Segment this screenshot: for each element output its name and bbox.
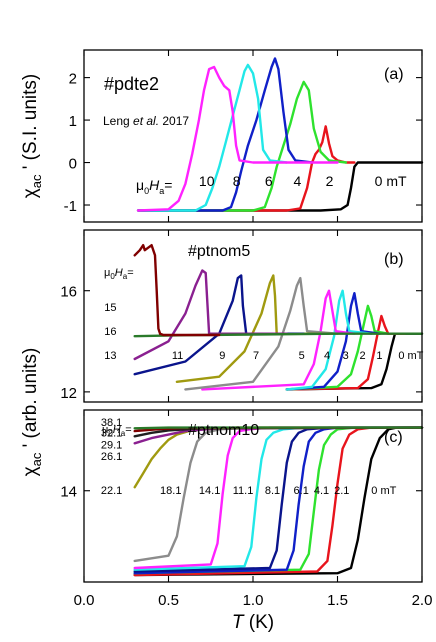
series-c-3: [133, 426, 424, 575]
series-c-4: [133, 426, 424, 573]
series-b-3: [285, 292, 381, 391]
series-c-5: [133, 426, 424, 571]
field-label-c-2: 29.1: [101, 440, 122, 452]
series-b-4: [285, 289, 373, 391]
field-label-c-10: 4.1: [314, 485, 329, 497]
field-label-b-8: 3: [343, 350, 349, 362]
panel-c-xticks: 0.0 0.5 1.0 1.5 2.0: [74, 410, 433, 609]
sample-label-b: #ptnom5: [188, 243, 250, 260]
series-a-3: [136, 57, 314, 212]
field-label-b-9: 2: [359, 350, 365, 362]
series-a-1: [136, 125, 356, 212]
field-label-b-2: 13: [104, 350, 116, 362]
panel-b: 12 16 #ptnom5 (b) μ0Ha= 15 16 13 11 9 7 5 4 3 2 1 0 …: [60, 229, 424, 403]
field-prefix-c: μ0Ha=: [102, 424, 132, 438]
panel-c: 14 0.0 0.5 1.0 1.5 2.0 #ptnom10 (c) μ0Ha= 38…: [20, 348, 432, 633]
sample-label-a: #pdte2: [104, 74, 159, 94]
field-label-c-7: 11.1: [233, 485, 254, 497]
xtick-label-3: 1.5: [327, 592, 348, 609]
field-label-b-7: 4: [324, 350, 330, 362]
panel-c-yticks: 14: [60, 484, 422, 501]
curves-a: [136, 57, 424, 212]
field-label-c-11: 2.1: [334, 485, 349, 497]
field-label-b-0: 15: [104, 302, 116, 314]
field-label-c-3: 26.1: [101, 451, 122, 463]
field-label-c-1: 32.1: [101, 427, 122, 439]
series-a-5: [136, 65, 339, 212]
field-label-b-10: 1: [376, 350, 382, 362]
field-label-b-3: 11: [172, 350, 183, 362]
ytick-label-c-0: 14: [60, 484, 77, 501]
ylabel-bc: χac ' (arb. units): [20, 348, 44, 477]
citation-label: Leng et al. 2017: [103, 114, 189, 128]
field-label-c-6: 14.1: [199, 485, 220, 497]
field-label-b-4: 9: [219, 350, 225, 362]
field-prefix-a: μ0Ha=: [136, 177, 172, 196]
panel-a-xticks: [83, 50, 423, 222]
panel-a-yticks: -1 0 1 2: [64, 71, 422, 215]
field-label-c-9: 6.1: [294, 485, 309, 497]
ytick-label-a-1: 0: [69, 156, 77, 173]
series-c-8: [133, 426, 424, 489]
field-label-a-3: 4: [294, 173, 302, 189]
field-label-c-5: 18.1: [160, 485, 181, 497]
sample-label-c: #ptnom10: [188, 422, 259, 439]
ytick-label-a-3: 2: [69, 71, 77, 88]
field-label-b-6: 5: [299, 350, 305, 362]
series-b-9: [133, 269, 288, 361]
panel-label-a: (a): [384, 66, 404, 83]
field-label-c-8: 8.1: [265, 485, 280, 497]
field-labels-b: 15 16 13 11 9 7 5 4 3 2 1 0 mT: [104, 302, 423, 362]
field-label-b-11: 0 mT: [398, 350, 423, 362]
ylabel-a: χac ' (S.I. units): [20, 74, 44, 198]
xtick-label-4: 2.0: [412, 592, 433, 609]
ytick-label-b-0: 12: [60, 385, 77, 402]
curves-b: [133, 243, 424, 391]
series-c-1: [133, 426, 424, 577]
field-labels-a: 10 8 6 4 2 0 mT: [199, 173, 407, 189]
xlabel: T (K): [232, 612, 274, 633]
field-label-c-4: 22.1: [101, 485, 122, 497]
series-a-2: [136, 80, 348, 212]
panel-b-yticks: 12 16: [60, 284, 422, 402]
field-label-a-5: 0 mT: [375, 173, 407, 189]
field-label-a-4: 2: [326, 173, 334, 189]
series-a-4: [136, 63, 288, 212]
series-b-6: [184, 276, 339, 391]
field-label-b-5: 7: [253, 350, 259, 362]
field-label-b-1: 16: [104, 326, 116, 338]
xtick-label-1: 0.5: [158, 592, 179, 609]
panel-label-b: (b): [384, 251, 404, 268]
field-label-a-0: 10: [199, 173, 215, 189]
ytick-label-a-2: 1: [69, 113, 77, 130]
series-c-0: [133, 426, 424, 577]
ytick-label-b-1: 16: [60, 284, 77, 301]
field-label-c-0: 38.1: [101, 417, 122, 429]
series-c-12: [133, 426, 424, 430]
series-c-2: [133, 426, 424, 575]
field-label-a-2: 6: [265, 173, 273, 189]
panel-b-xticks: [83, 230, 423, 402]
series-b-5: [201, 289, 356, 391]
series-b-11: [133, 243, 221, 337]
series-b-2: [285, 304, 390, 391]
panel-label-c: (c): [384, 429, 403, 446]
field-prefix-b: μ0Ha=: [104, 267, 134, 281]
series-a-0: [136, 161, 424, 212]
field-labels-c: 38.132.129.126.1 22.1 18.1 14.1 11.1 8.1 6.1 4.…: [101, 417, 397, 497]
series-c-6: [133, 426, 424, 570]
xtick-label-2: 1.0: [243, 592, 264, 609]
field-label-a-1: 8: [233, 173, 241, 189]
field-label-c-12: 0 mT: [371, 485, 396, 497]
xtick-label-0: 0.0: [74, 592, 95, 609]
curves-c: [133, 426, 424, 577]
ytick-label-a-0: -1: [64, 198, 77, 215]
